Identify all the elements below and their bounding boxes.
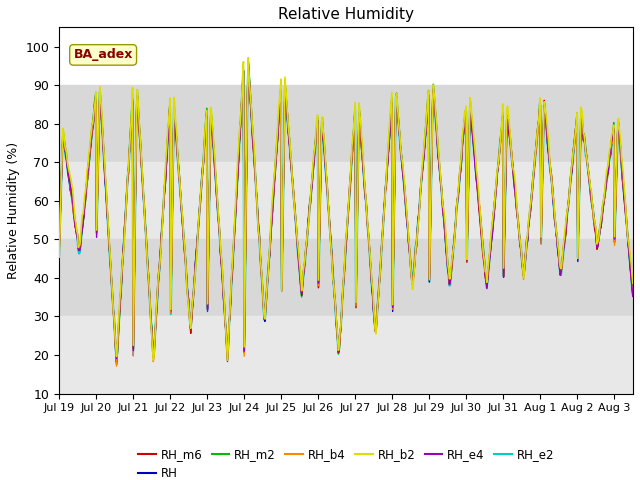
RH: [66, 180, 74, 186]
Text: BA_adex: BA_adex: [74, 48, 133, 61]
RH_m2: [125, 147, 133, 153]
RH: [417, 179, 425, 185]
RH_e2: [629, 292, 637, 298]
RH_m6: [125, 150, 133, 156]
RH_e4: [183, 280, 191, 286]
RH: [214, 212, 221, 217]
RH_m2: [184, 290, 191, 296]
RH_e4: [66, 177, 74, 182]
Y-axis label: Relative Humidity (%): Relative Humidity (%): [7, 142, 20, 279]
Line: RH_e4: RH_e4: [59, 60, 633, 361]
Line: RH_m6: RH_m6: [59, 64, 633, 360]
RH_m6: [244, 61, 252, 67]
RH_m2: [113, 360, 120, 365]
RH_e4: [417, 177, 425, 182]
RH_e2: [113, 359, 120, 364]
RH_b4: [125, 150, 133, 156]
Title: Relative Humidity: Relative Humidity: [278, 7, 414, 22]
RH_b2: [629, 280, 637, 286]
RH_b2: [183, 282, 191, 288]
RH_e4: [125, 168, 132, 173]
RH: [435, 152, 442, 157]
RH_b2: [244, 55, 252, 60]
RH_e4: [435, 151, 442, 157]
RH_b2: [55, 254, 63, 260]
Line: RH_b2: RH_b2: [59, 58, 633, 360]
RH_b4: [55, 254, 63, 260]
RH_b2: [435, 143, 442, 149]
RH_e4: [223, 359, 231, 364]
RH_m6: [55, 249, 63, 255]
RH_m6: [629, 293, 637, 299]
RH: [125, 151, 133, 156]
RH_m6: [184, 292, 191, 298]
RH_b2: [213, 193, 221, 199]
RH_b4: [417, 178, 425, 184]
RH_e2: [66, 178, 74, 183]
RH_b4: [66, 177, 74, 183]
Line: RH_m2: RH_m2: [59, 59, 633, 362]
Bar: [59, 162, 633, 240]
Line: RH_e2: RH_e2: [59, 64, 633, 361]
RH: [55, 250, 63, 255]
RH_m2: [55, 250, 63, 256]
RH_e4: [55, 253, 63, 259]
RH_m6: [435, 155, 442, 160]
Bar: [59, 27, 633, 85]
RH_m2: [629, 288, 637, 294]
RH_b4: [184, 291, 191, 297]
RH_m2: [214, 206, 221, 212]
RH: [629, 290, 637, 296]
RH: [113, 362, 120, 368]
RH_e2: [184, 291, 191, 297]
RH_e2: [214, 210, 221, 216]
RH_e4: [213, 196, 221, 202]
RH_m6: [66, 175, 74, 181]
RH_b2: [417, 174, 425, 180]
RH_m2: [244, 56, 252, 62]
RH_b4: [113, 363, 120, 369]
RH_m2: [417, 179, 425, 185]
RH_e2: [435, 151, 442, 157]
RH_b4: [435, 149, 442, 155]
Bar: [59, 85, 633, 162]
RH_e4: [629, 294, 637, 300]
RH_b4: [629, 287, 637, 292]
RH_m6: [214, 209, 221, 215]
RH_m6: [417, 177, 425, 183]
RH_m2: [66, 174, 74, 180]
RH_e4: [244, 58, 252, 63]
Legend: RH_m6, RH, RH_m2, RH_b4, RH_b2, RH_e4, RH_e2: RH_m6, RH, RH_m2, RH_b4, RH_b2, RH_e4, R…: [133, 444, 559, 480]
Bar: [59, 316, 633, 394]
RH_b4: [214, 212, 221, 217]
Bar: [59, 240, 633, 316]
RH: [184, 288, 191, 294]
Line: RH: RH: [59, 63, 633, 365]
RH_b2: [223, 358, 231, 363]
RH_e2: [125, 150, 133, 156]
RH_e2: [244, 61, 252, 67]
Line: RH_b4: RH_b4: [59, 68, 633, 366]
RH_b2: [66, 169, 74, 175]
RH_e2: [55, 252, 63, 257]
RH_b2: [125, 167, 132, 172]
RH_m6: [113, 357, 120, 363]
RH_b4: [244, 65, 252, 71]
RH: [244, 60, 252, 66]
RH_m2: [435, 145, 442, 151]
RH_e2: [417, 177, 425, 183]
